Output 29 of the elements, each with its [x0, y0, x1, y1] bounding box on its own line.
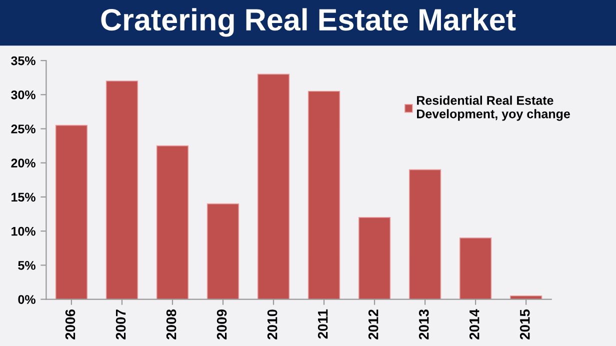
bar [408, 169, 442, 300]
y-tick-label: 35% [11, 56, 36, 66]
y-tick-label: 25% [11, 124, 36, 134]
x-tick-label: 2011 [318, 309, 328, 339]
chart-title: Cratering Real Estate Market [101, 8, 516, 37]
bar [308, 90, 340, 300]
y-tick-label: 20% [11, 158, 36, 168]
x-tick-label: 2015 [520, 309, 530, 340]
bar [106, 80, 138, 300]
x-tick-label: 2007 [116, 310, 126, 340]
y-tick-label: 15% [12, 192, 36, 202]
y-tick-label: 10% [12, 226, 36, 236]
x-tick-label: 2014 [469, 309, 480, 340]
bar [156, 145, 189, 300]
x-tick-label: 2008 [166, 309, 176, 340]
y-tick-label: 5% [18, 261, 36, 270]
bar [55, 124, 88, 300]
bar [206, 203, 240, 300]
legend-label: Residential Real Estate Development, yoy change [417, 96, 570, 121]
x-tick-label: 2006 [65, 310, 76, 340]
bar [358, 217, 391, 300]
x-tick-label: 2010 [267, 310, 278, 340]
y-tick-label: 0% [18, 295, 36, 304]
bar [459, 237, 492, 300]
x-tick-label: 2012 [368, 310, 378, 340]
x-tick-label: 2013 [418, 310, 429, 340]
bar [257, 74, 290, 300]
x-tick-label: 2009 [216, 310, 227, 340]
y-tick-label: 30% [11, 90, 36, 100]
